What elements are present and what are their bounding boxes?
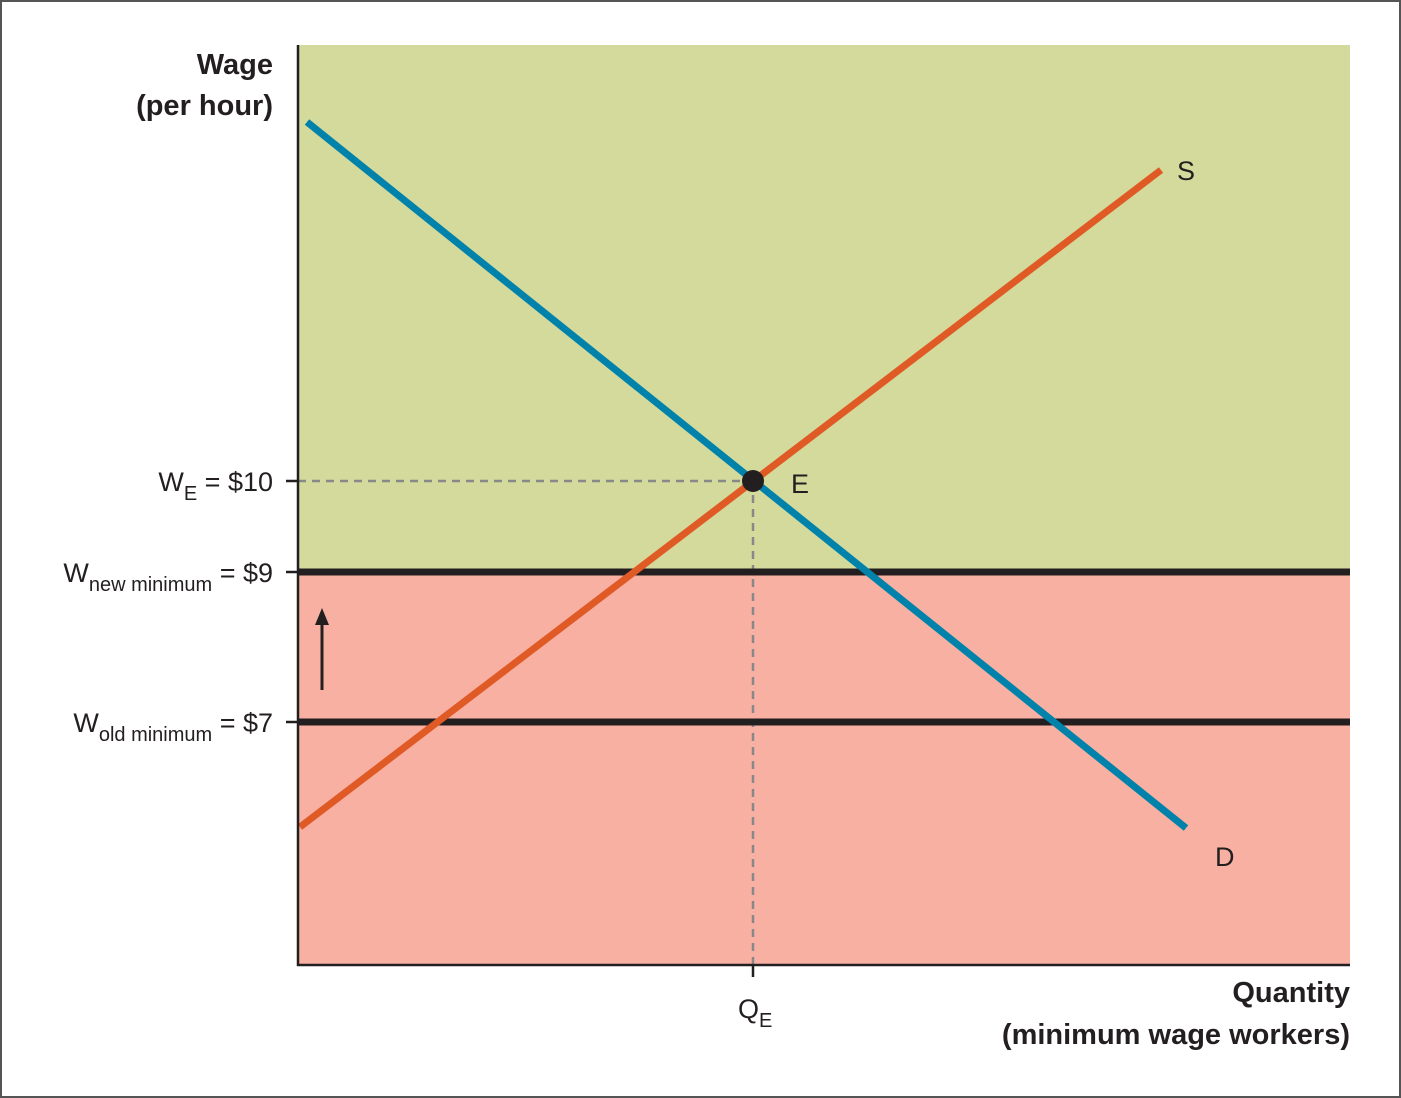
equilibrium-point <box>742 470 764 492</box>
symbol: W <box>158 467 184 497</box>
y-axis-title: (per hour) <box>136 90 273 122</box>
demand-label: D <box>1215 842 1235 872</box>
value-text: = $9 <box>212 558 273 588</box>
quantity-label: QE <box>738 994 772 1032</box>
symbol: W <box>73 708 99 738</box>
binding-region <box>298 572 1350 965</box>
y-axis-title: Wage <box>197 49 273 81</box>
equilibrium-label: E <box>791 469 809 499</box>
wage-level-label: WE = $10 <box>158 467 273 505</box>
x-axis-title: (minimum wage workers) <box>1002 1019 1350 1051</box>
supply-curve <box>297 167 1164 830</box>
surplus-region <box>298 45 1350 572</box>
subscript: old minimum <box>99 724 212 746</box>
symbol: Q <box>738 994 759 1024</box>
value-text: = $10 <box>197 467 273 497</box>
subscript: E <box>759 1010 772 1032</box>
value-text: = $7 <box>212 708 273 738</box>
wage-level-label: Wold minimum = $7 <box>73 708 273 746</box>
subscript: E <box>184 483 197 505</box>
x-axis-title: Quantity <box>1232 977 1350 1009</box>
supply-label: S <box>1177 156 1195 186</box>
increase-arrowhead <box>315 608 329 625</box>
wage-level-label: Wnew minimum = $9 <box>63 558 273 596</box>
subscript: new minimum <box>89 574 212 596</box>
symbol: W <box>63 558 89 588</box>
